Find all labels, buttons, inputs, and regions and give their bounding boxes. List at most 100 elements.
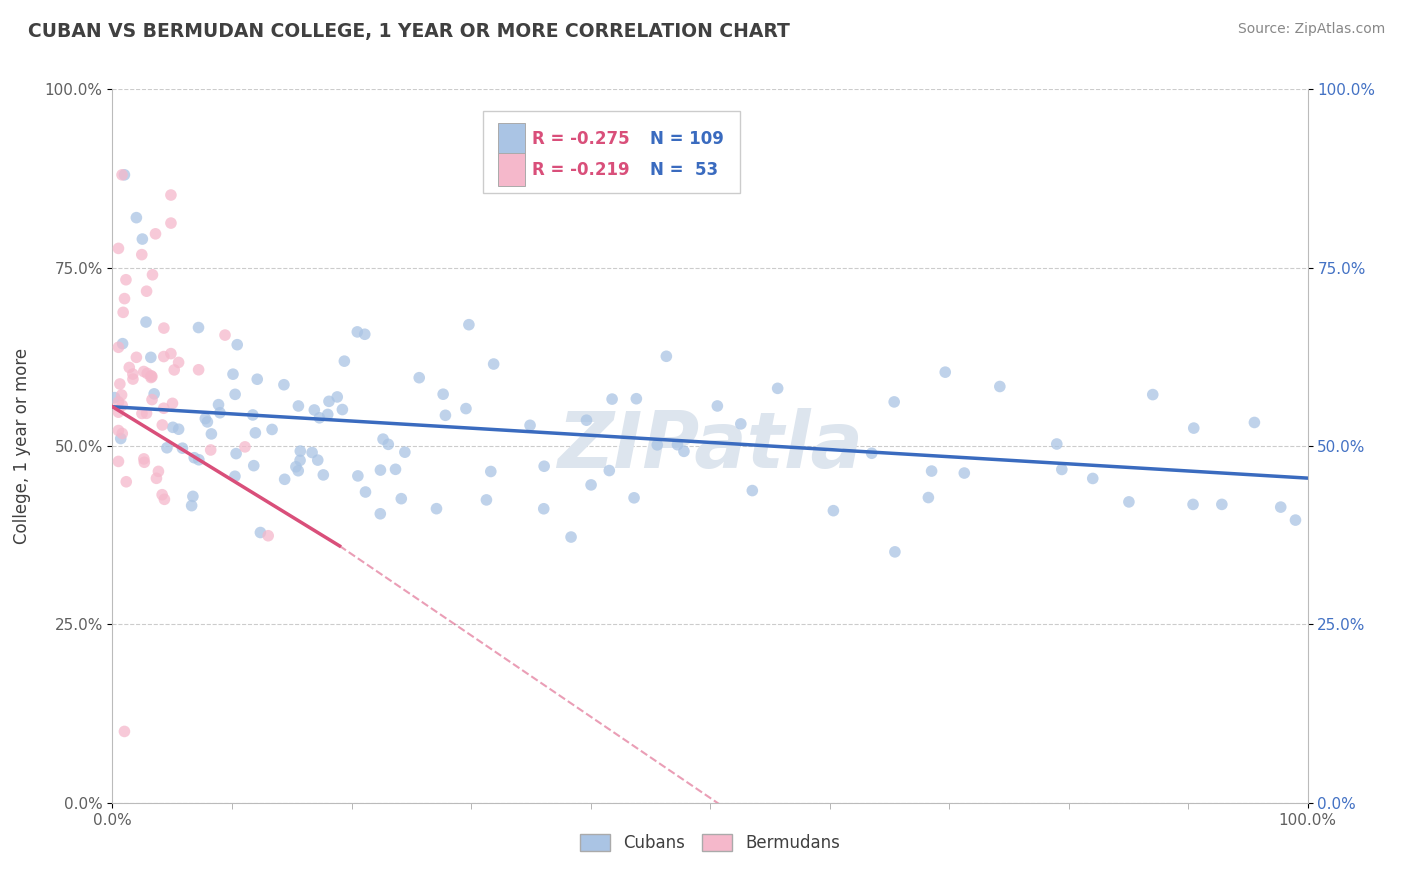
Point [153,492,176,507]
Point [368,507,391,521]
Point [121,367,143,381]
Point [457,318,479,332]
Point [377,437,399,451]
Point [135,315,157,329]
Point [766,381,789,395]
Point [598,464,620,478]
Point [284,459,307,474]
Point [273,472,295,486]
Point [131,407,153,421]
Point [226,337,249,351]
Point [371,432,394,446]
Point [475,492,498,507]
Point [152,401,174,416]
Point [156,441,179,455]
Point [1243,416,1265,430]
Point [1182,421,1205,435]
Point [242,408,264,422]
Point [389,491,412,506]
Point [308,410,330,425]
Point [194,411,217,425]
Point [575,413,598,427]
Point [132,451,155,466]
Point [645,438,668,452]
Point [301,445,323,459]
Point [1050,462,1073,476]
Point [108,376,131,391]
Point [208,406,231,420]
Point [107,424,129,438]
Point [200,442,222,457]
Point [579,478,602,492]
Point [533,501,555,516]
Point [304,403,326,417]
Point [741,483,763,498]
Point [434,409,457,423]
Point [533,459,555,474]
Point [143,387,166,401]
Point [262,422,284,436]
Point [145,471,167,485]
Point [118,360,141,375]
Point [122,372,145,386]
Point [1118,495,1140,509]
FancyBboxPatch shape [499,123,524,155]
Text: R = -0.275: R = -0.275 [531,130,630,148]
Point [246,372,269,386]
Point [287,464,309,478]
Point [183,450,205,465]
Point [326,390,349,404]
Point [135,284,157,298]
Point [135,406,157,420]
Point [214,328,236,343]
Point [160,216,183,230]
Point [111,426,134,441]
FancyBboxPatch shape [484,111,740,193]
Point [730,417,752,431]
Point [131,247,153,261]
Point [141,369,163,384]
Point [107,395,129,409]
Point [152,350,174,364]
Point [519,418,541,433]
Y-axis label: College, 1 year or more: College, 1 year or more [13,348,31,544]
Point [1284,513,1306,527]
Point [318,394,340,409]
Point [482,357,505,371]
Point [307,453,329,467]
Text: R = -0.219: R = -0.219 [531,161,630,178]
Point [883,545,905,559]
Point [425,501,447,516]
Point [150,417,173,432]
Point [257,529,280,543]
Point [224,387,246,401]
Point [225,447,247,461]
Point [107,340,129,354]
Point [187,320,209,334]
Point [988,379,1011,393]
Point [131,232,153,246]
Point [347,469,370,483]
Point [354,485,377,500]
Point [394,445,416,459]
Point [249,525,271,540]
Point [115,475,138,489]
Point [666,438,689,452]
Point [141,268,163,282]
Point [222,367,245,381]
Point [153,321,176,335]
Point [953,466,976,480]
Point [273,377,295,392]
Point [195,415,218,429]
Point [162,396,184,410]
Point [112,305,135,319]
Point [110,432,132,446]
Point [107,454,129,468]
Point [139,368,162,383]
Point [167,422,190,436]
Point [125,351,148,365]
Point [626,392,648,406]
Point [224,469,246,483]
Point [111,398,134,412]
Point [172,441,194,455]
